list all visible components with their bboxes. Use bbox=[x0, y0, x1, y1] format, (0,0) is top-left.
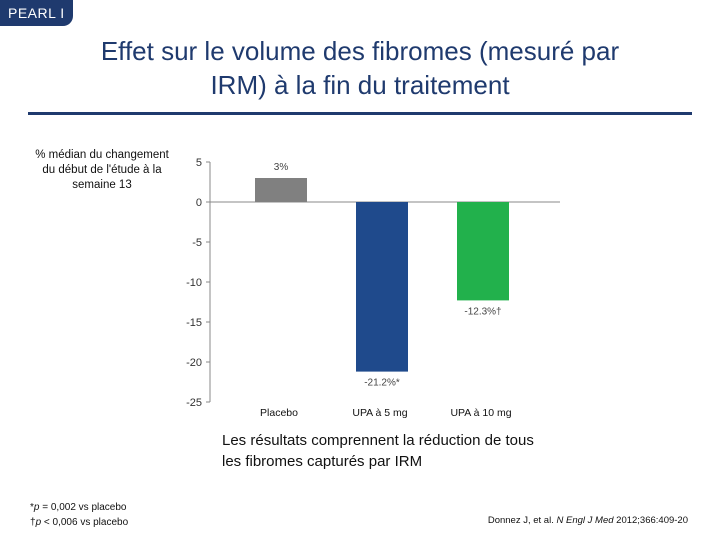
footnote-1-p: p bbox=[33, 502, 40, 513]
citation: Donnez J, et al. N Engl J Med 2012;366:4… bbox=[488, 515, 688, 526]
y-tick-label-4: -15 bbox=[186, 317, 202, 329]
y-tick-label-6: -25 bbox=[186, 397, 202, 409]
footnote-1-text: = 0,002 vs placebo bbox=[39, 502, 127, 513]
slide-title: Effet sur le volume des fibromes (mesuré… bbox=[40, 34, 680, 102]
title-divider bbox=[28, 112, 692, 115]
y-tick-label-3: -10 bbox=[186, 277, 202, 289]
study-badge: PEARL I bbox=[0, 0, 73, 26]
bar-2 bbox=[457, 202, 509, 301]
citation-journal: N Engl J Med bbox=[556, 515, 614, 526]
footnote-1-symbol: * bbox=[30, 502, 34, 513]
y-axis-label-line-3: semaine 13 bbox=[72, 179, 132, 191]
footnote-2-symbol: † bbox=[30, 517, 36, 528]
footnote-2-p: p bbox=[35, 517, 42, 528]
data-label-0: 3% bbox=[274, 162, 289, 173]
citation-rest: 2012;366:409-20 bbox=[613, 515, 688, 526]
bar-1 bbox=[356, 202, 408, 372]
caption-line-1: Les résultats comprennent la réduction d… bbox=[222, 432, 534, 449]
y-axis-label-line-1: % médian du changement bbox=[35, 149, 169, 161]
caption-line-2: les fibromes capturés par IRM bbox=[222, 453, 423, 470]
data-label-1: -21.2%* bbox=[364, 378, 400, 389]
citation-authors: Donnez J, et al. bbox=[487, 515, 557, 526]
category-label-2: UPA à 10 mg bbox=[450, 407, 511, 419]
category-label-0: Placebo bbox=[260, 407, 298, 419]
y-tick-label-1: 0 bbox=[196, 197, 202, 209]
footnote-2-text: < 0,006 vs placebo bbox=[41, 517, 129, 528]
title-line-2: IRM) à la fin du traitement bbox=[210, 70, 510, 100]
bar-0 bbox=[255, 178, 307, 202]
results-caption: Les résultats comprennent la réduction d… bbox=[222, 430, 602, 472]
y-tick-label-0: 5 bbox=[196, 157, 202, 169]
y-tick-label-2: -5 bbox=[192, 237, 202, 249]
footnote-2: †p < 0,006 vs placebo bbox=[30, 515, 128, 530]
footnote-1: *p = 0,002 vs placebo bbox=[30, 500, 128, 515]
data-label-2: -12.3%† bbox=[464, 306, 501, 317]
title-line-1: Effet sur le volume des fibromes (mesuré… bbox=[100, 36, 620, 66]
y-axis-label-line-2: du début de l'étude à la bbox=[42, 164, 162, 176]
y-axis-label: % médian du changement du début de l'étu… bbox=[22, 148, 182, 193]
y-tick-label-5: -20 bbox=[186, 357, 202, 369]
footnotes: *p = 0,002 vs placebo †p < 0,006 vs plac… bbox=[30, 500, 128, 530]
category-label-1: UPA à 5 mg bbox=[352, 407, 407, 419]
